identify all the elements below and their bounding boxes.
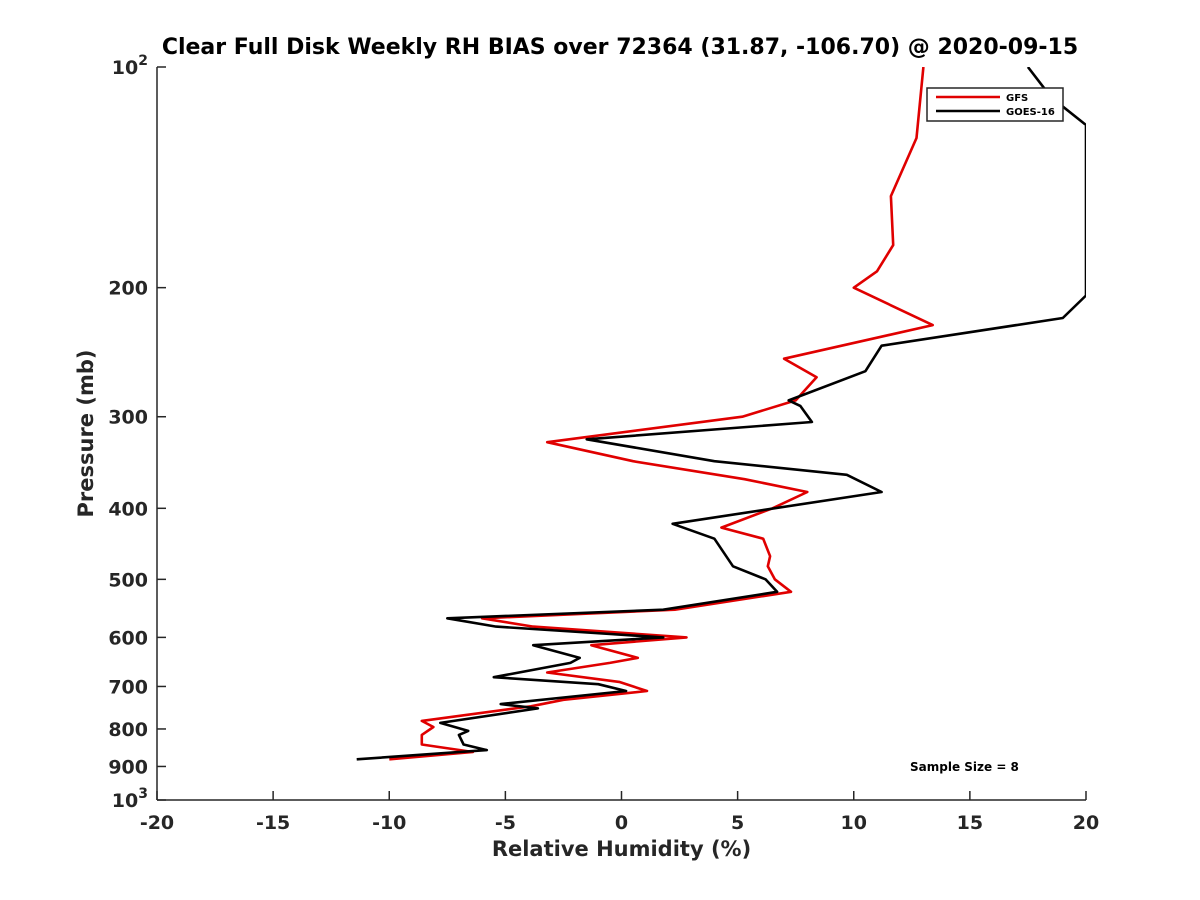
series-line-goes-16	[356, 67, 1086, 761]
x-tick-label: -5	[495, 812, 516, 834]
legend: GFS GOES-16	[926, 87, 1064, 122]
x-tick-label: -10	[372, 812, 406, 834]
y-tick-label: 102	[112, 53, 148, 79]
plot-area: -20 -15 -10 -5 0 5 10 15 20 102 200 300 400 500 600 70…	[108, 53, 1099, 834]
legend-box	[926, 87, 1064, 122]
x-tick-label: -20	[140, 812, 174, 834]
x-axis-ticks: -20 -15 -10 -5 0 5 10 15 20	[140, 791, 1099, 834]
y-tick-label: 600	[108, 627, 148, 649]
sample-size-annotation: Sample Size = 8	[910, 760, 1019, 774]
x-tick-label: -15	[256, 812, 290, 834]
series-line-gfs	[389, 67, 935, 761]
legend-entry: GOES-16	[1006, 107, 1055, 118]
x-tick-label: 15	[957, 812, 983, 834]
y-tick-label: 800	[108, 719, 148, 741]
x-axis-label: Relative Humidity (%)	[492, 837, 751, 861]
series-layer	[356, 67, 1086, 761]
y-axis-label: Pressure (mb)	[74, 350, 98, 518]
legend-entry: GFS	[1006, 93, 1028, 104]
y-tick-label: 700	[108, 676, 148, 698]
y-tick-label: 300	[108, 407, 148, 429]
y-tick-label: 500	[108, 569, 148, 591]
y-tick-label: 103	[112, 786, 148, 812]
y-axis-ticks: 102 200 300 400 500 600 700 800 900 103	[108, 53, 166, 812]
x-tick-label: 0	[615, 812, 628, 834]
y-tick-label: 200	[108, 278, 148, 300]
x-tick-label: 10	[841, 812, 867, 834]
y-tick-label: 900	[108, 756, 148, 778]
chart-title: Clear Full Disk Weekly RH BIAS over 7236…	[162, 35, 1078, 60]
y-tick-label: 400	[108, 498, 148, 520]
x-tick-label: 20	[1073, 812, 1099, 834]
x-tick-label: 5	[731, 812, 744, 834]
